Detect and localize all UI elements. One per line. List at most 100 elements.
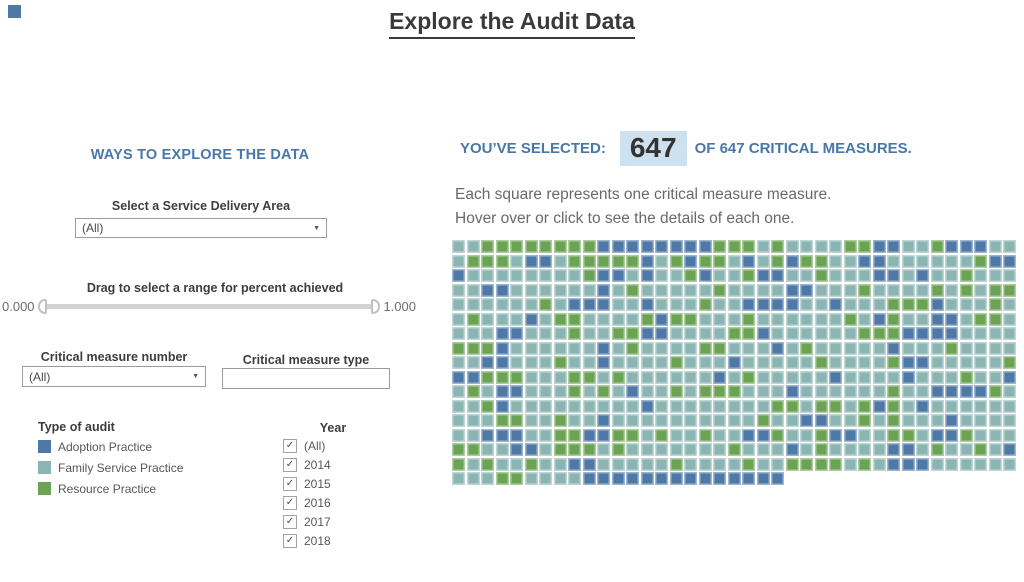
measure-square[interactable] (568, 341, 581, 355)
measure-square[interactable] (611, 428, 625, 442)
measure-square[interactable] (959, 370, 973, 384)
measure-square[interactable] (814, 254, 828, 268)
measure-square[interactable] (930, 428, 944, 442)
measure-square[interactable] (829, 312, 842, 326)
measure-square[interactable] (756, 472, 770, 485)
measure-square[interactable] (872, 312, 886, 326)
measure-square[interactable] (698, 240, 712, 253)
measure-square[interactable] (495, 283, 509, 297)
measure-square[interactable] (582, 399, 596, 413)
measure-square[interactable] (843, 269, 857, 282)
measure-square[interactable] (974, 341, 987, 355)
measure-square[interactable] (481, 312, 494, 326)
measure-square[interactable] (843, 443, 857, 456)
measure-square[interactable] (1003, 298, 1016, 311)
measure-square[interactable] (742, 312, 755, 326)
measure-square[interactable] (655, 428, 668, 442)
measure-square[interactable] (611, 457, 625, 471)
measure-square[interactable] (713, 457, 726, 471)
measure-square[interactable] (843, 312, 857, 326)
measure-square[interactable] (814, 370, 828, 384)
measure-square[interactable] (452, 399, 465, 413)
measure-square[interactable] (553, 341, 567, 355)
measure-square[interactable] (713, 385, 726, 398)
measure-square[interactable] (771, 298, 784, 311)
measure-square[interactable] (655, 457, 668, 471)
measure-square[interactable] (684, 254, 697, 268)
measure-square[interactable] (452, 312, 465, 326)
measure-square[interactable] (858, 283, 871, 297)
measure-square[interactable] (988, 312, 1002, 326)
measure-square[interactable] (945, 370, 958, 384)
measure-square[interactable] (930, 312, 944, 326)
measure-square[interactable] (945, 457, 958, 471)
measure-square[interactable] (713, 312, 726, 326)
measure-square[interactable] (858, 240, 871, 253)
measure-square[interactable] (669, 443, 683, 456)
measure-square[interactable] (858, 443, 871, 456)
measure-square[interactable] (872, 269, 886, 282)
measure-square[interactable] (510, 443, 523, 456)
measure-square[interactable] (1003, 269, 1016, 282)
measure-square[interactable] (814, 240, 828, 253)
measure-square[interactable] (771, 414, 784, 427)
measure-square[interactable] (597, 356, 610, 369)
measure-square[interactable] (800, 254, 813, 268)
measure-number-dropdown[interactable]: (All) ▼ (22, 366, 206, 387)
measure-square[interactable] (785, 414, 799, 427)
measure-square[interactable] (481, 428, 494, 442)
measure-square[interactable] (626, 428, 639, 442)
measure-square[interactable] (698, 312, 712, 326)
measure-square[interactable] (481, 327, 494, 340)
measure-square[interactable] (872, 298, 886, 311)
measure-square[interactable] (655, 240, 668, 253)
measure-square[interactable] (539, 443, 552, 456)
measure-square[interactable] (887, 385, 900, 398)
measure-square[interactable] (727, 327, 741, 340)
measure-square[interactable] (756, 327, 770, 340)
measure-square[interactable] (495, 472, 509, 485)
measure-square[interactable] (727, 399, 741, 413)
measure-square[interactable] (945, 385, 958, 398)
measure-square[interactable] (698, 457, 712, 471)
measure-square[interactable] (771, 269, 784, 282)
measure-square[interactable] (713, 327, 726, 340)
measure-square[interactable] (872, 399, 886, 413)
measure-square[interactable] (843, 327, 857, 340)
measure-square[interactable] (829, 385, 842, 398)
measure-square[interactable] (959, 298, 973, 311)
measure-square[interactable] (814, 457, 828, 471)
measure-square[interactable] (829, 327, 842, 340)
measure-square[interactable] (713, 370, 726, 384)
measure-square[interactable] (539, 327, 552, 340)
measure-square[interactable] (742, 385, 755, 398)
measure-square[interactable] (901, 269, 915, 282)
measure-square[interactable] (669, 269, 683, 282)
measure-square[interactable] (858, 298, 871, 311)
measure-square[interactable] (858, 356, 871, 369)
measure-square[interactable] (495, 341, 509, 355)
measure-square[interactable] (930, 327, 944, 340)
measure-square[interactable] (872, 443, 886, 456)
measure-square[interactable] (988, 254, 1002, 268)
measure-square[interactable] (814, 356, 828, 369)
measure-square[interactable] (698, 370, 712, 384)
measure-square[interactable] (829, 356, 842, 369)
measure-square[interactable] (698, 254, 712, 268)
measure-square[interactable] (771, 240, 784, 253)
measure-square[interactable] (916, 254, 929, 268)
measure-square[interactable] (930, 269, 944, 282)
measure-square[interactable] (510, 414, 523, 427)
measure-square[interactable] (597, 443, 610, 456)
measure-square[interactable] (481, 457, 494, 471)
measure-square[interactable] (626, 414, 639, 427)
measure-square[interactable] (452, 283, 465, 297)
measure-square[interactable] (611, 385, 625, 398)
measure-square[interactable] (959, 385, 973, 398)
slider-right-handle[interactable] (371, 298, 381, 314)
measure-square[interactable] (858, 254, 871, 268)
measure-square[interactable] (698, 327, 712, 340)
measure-square[interactable] (640, 298, 654, 311)
measure-square[interactable] (800, 414, 813, 427)
measure-square[interactable] (887, 240, 900, 253)
